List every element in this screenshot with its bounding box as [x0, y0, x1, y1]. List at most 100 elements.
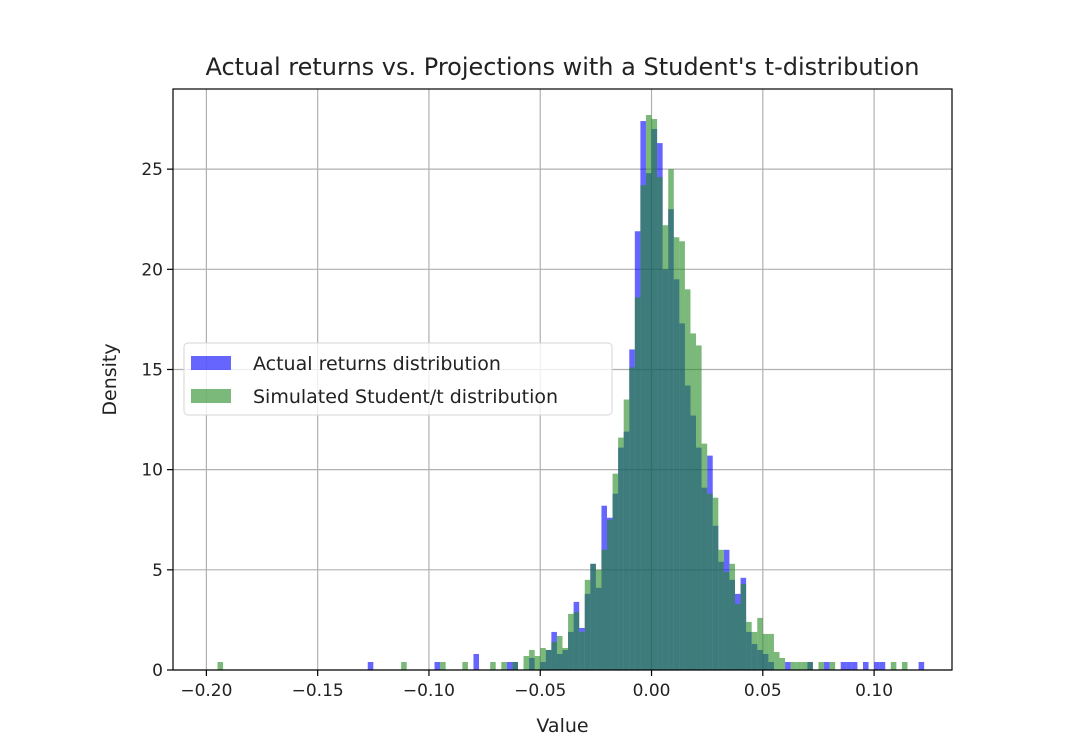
- histogram-bar: [401, 661, 407, 670]
- x-tick-label: 0.00: [633, 681, 671, 701]
- histogram-bar: [862, 661, 869, 670]
- x-tick-label: 0.10: [855, 681, 893, 701]
- y-tick-label: 20: [141, 260, 163, 280]
- histogram-bar: [434, 661, 441, 670]
- y-axis-label: Density: [99, 343, 121, 415]
- histogram-bar: [601, 549, 608, 670]
- histogram-bar: [673, 237, 680, 670]
- histogram-bar: [623, 399, 630, 670]
- histogram-bar: [529, 649, 535, 670]
- x-tick-label: −0.20: [180, 681, 232, 701]
- histogram-bar: [367, 661, 374, 670]
- histogram-bar: [718, 549, 724, 670]
- legend-swatch: [191, 356, 231, 370]
- legend-label: Actual returns distribution: [253, 353, 501, 375]
- histogram-bar: [629, 367, 635, 670]
- histogram-bar: [512, 661, 518, 670]
- axis-ticks: −0.20 −0.15 −0.10 −0.05 0.00 0.05 0.10 0 5 10 15 20…: [141, 160, 893, 701]
- histogram-bar: [551, 641, 557, 670]
- histogram-bar: [579, 631, 585, 670]
- series-2-bars: [217, 115, 908, 671]
- histogram-bar: [762, 633, 769, 670]
- y-tick-label: 10: [141, 461, 163, 481]
- histogram-bar: [785, 661, 791, 670]
- histogram-bar: [657, 177, 663, 670]
- histogram-bar: [501, 661, 507, 670]
- histogram-bar: [818, 661, 825, 670]
- histogram-bar: [690, 333, 697, 670]
- histogram-bar: [757, 617, 763, 670]
- histogram-bar: [651, 119, 658, 670]
- histogram-bar: [490, 661, 496, 670]
- histogram-bar: [723, 571, 730, 670]
- histogram-bar: [612, 473, 619, 670]
- histogram-bar: [829, 661, 836, 670]
- histogram-bar: [918, 661, 925, 670]
- histogram-bar: [568, 613, 574, 670]
- histogram-bar: [901, 661, 908, 670]
- x-axis-label: Value: [536, 715, 588, 737]
- histogram-bar: [890, 661, 897, 670]
- legend: Actual returns distribution Simulated Stu…: [183, 342, 613, 416]
- histogram-bar: [773, 651, 780, 670]
- plot-frame: [172, 88, 953, 671]
- histogram-bar: [707, 493, 713, 670]
- histogram-bar: [573, 611, 580, 670]
- histogram-bar: [729, 563, 735, 670]
- histogram-bar: [595, 569, 602, 670]
- legend-box: [183, 342, 613, 416]
- histogram-bar: [440, 661, 446, 670]
- histogram-bar: [874, 661, 880, 670]
- histogram-bar: [523, 655, 530, 670]
- histogram-bar: [590, 563, 596, 670]
- histogram-bar: [696, 345, 702, 670]
- y-tick-label: 25: [141, 160, 163, 180]
- histogram-bar: [662, 225, 669, 670]
- histogram-bar: [846, 661, 852, 670]
- legend-swatch: [191, 389, 231, 403]
- histogram-bar: [734, 603, 741, 670]
- histogram-bar: [217, 661, 224, 670]
- histogram-bar: [634, 297, 641, 670]
- x-tick-label: −0.15: [292, 681, 344, 701]
- histogram-bar: [684, 289, 691, 670]
- histogram-bar: [790, 661, 797, 670]
- histogram-bar: [545, 649, 552, 670]
- y-tick-label: 0: [152, 661, 163, 681]
- histogram-bar: [506, 661, 513, 670]
- histogram-bar: [584, 579, 591, 670]
- histogram-bar: [668, 169, 674, 670]
- x-tick-label: −0.05: [514, 681, 566, 701]
- histogram-bar: [879, 661, 886, 670]
- y-tick-label: 15: [141, 360, 163, 380]
- histogram-bar: [768, 633, 774, 670]
- histogram-bar: [640, 185, 646, 670]
- histogram-bar: [824, 661, 830, 670]
- histogram-bar: [618, 437, 624, 670]
- chart-title: Actual returns vs. Projections with a St…: [205, 53, 919, 81]
- histogram-bar: [796, 661, 802, 670]
- x-tick-label: 0.05: [744, 681, 782, 701]
- histogram-bar: [740, 583, 747, 670]
- histogram-bar: [473, 653, 480, 670]
- y-tick-label: 5: [152, 561, 163, 581]
- histogram-bar: [779, 657, 786, 670]
- histogram-bar: [712, 497, 719, 670]
- histogram-bar: [851, 661, 858, 670]
- histogram-bar: [807, 661, 813, 670]
- histogram-bar: [801, 661, 808, 670]
- histogram-bar: [562, 647, 569, 670]
- x-tick-label: −0.10: [403, 681, 455, 701]
- legend-label: Simulated Student/t distribution: [253, 386, 558, 408]
- histogram-bar: [840, 661, 847, 670]
- histogram-bar: [556, 635, 563, 670]
- histogram-bar: [701, 443, 708, 670]
- histogram-bar: [645, 115, 652, 671]
- histogram-bar: [540, 647, 546, 670]
- histogram-bar: [534, 655, 541, 670]
- histogram-bar: [746, 621, 752, 670]
- histogram-bars: [217, 115, 925, 671]
- histogram-bar: [679, 241, 685, 670]
- histogram-bar: [462, 661, 468, 670]
